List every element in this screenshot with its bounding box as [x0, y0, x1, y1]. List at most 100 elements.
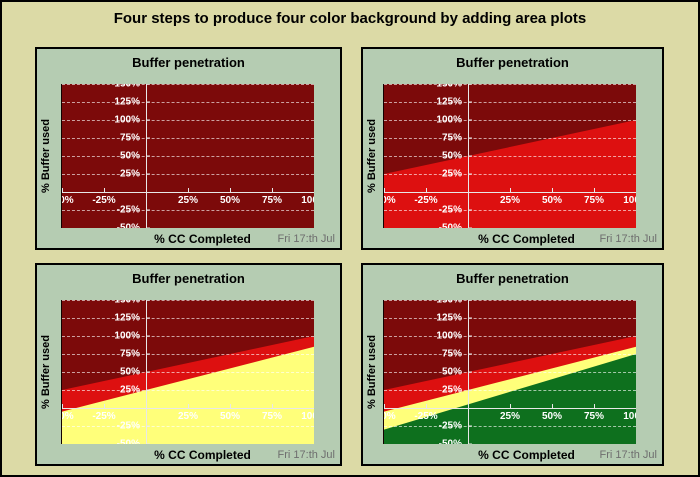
y-tick-mark: [468, 101, 472, 103]
chart-footer-date: Fri 17:th Jul: [599, 449, 657, 461]
y-tick-mark: [146, 84, 150, 85]
y-tick-label: 100%: [436, 114, 462, 126]
x-axis-title: % CC Completed: [478, 448, 575, 462]
green-zone-area: [384, 354, 636, 444]
y-tick-label: 150%: [436, 300, 462, 306]
x-tick-mark: [594, 188, 595, 192]
x-tick-mark: [384, 404, 385, 408]
y-tick-mark: [146, 371, 150, 373]
x-tick-mark: [62, 404, 63, 408]
gridline--25: [384, 426, 636, 427]
y-tick-label: 50%: [441, 150, 462, 162]
x-tick-label: -50%: [384, 195, 396, 206]
x-tick-mark: [104, 188, 105, 192]
chart-title: Buffer penetration: [132, 271, 245, 286]
x-tick-label: 25%: [499, 411, 521, 422]
x-tick-mark: [104, 404, 105, 408]
y-tick-mark: [468, 209, 472, 211]
x-tick-label: 25%: [177, 411, 199, 422]
x-zero-axis-line: [62, 191, 314, 193]
gridline-150: [384, 300, 636, 301]
y-tick-label: -50%: [438, 222, 462, 229]
y-tick-mark: [146, 353, 150, 355]
chart-panel-3: Buffer penetration % Buffer used 150% 125…: [35, 263, 342, 466]
y-tick-label: -50%: [116, 222, 140, 229]
y-tick-mark: [468, 335, 472, 337]
yellow-zone-area: [62, 346, 314, 444]
y-tick-label: 150%: [436, 84, 462, 90]
gridline-150: [62, 300, 314, 301]
gridline-25: [384, 390, 636, 391]
x-tick-mark: [552, 188, 553, 192]
plot-area: 150% 125% 100% 75% 50% 25% -25% -50% -50% -25% 25%…: [383, 300, 636, 444]
gridline-75: [62, 354, 314, 355]
y-axis-title: % Buffer used: [40, 119, 52, 193]
y-tick-label: 100%: [436, 330, 462, 342]
gridline--25: [62, 210, 314, 211]
x-tick-label: -50%: [384, 411, 396, 422]
x-zero-axis-line: [62, 407, 314, 409]
x-zero-axis-line: [384, 407, 636, 409]
y-tick-label: 50%: [119, 366, 140, 378]
y-tick-label: 25%: [119, 168, 140, 180]
y-tick-label: -50%: [116, 438, 140, 445]
gridline--25: [62, 426, 314, 427]
y-tick-label: 75%: [119, 132, 140, 144]
y-tick-label: 50%: [441, 366, 462, 378]
gridline-100: [62, 120, 314, 121]
y-tick-mark: [146, 155, 150, 157]
axis-caption-row: % CC Completed Fri 17:th Jul: [37, 232, 340, 248]
gridline-50: [62, 156, 314, 157]
y-tick-mark: [468, 353, 472, 355]
x-tick-mark: [230, 404, 231, 408]
y-tick-mark: [146, 317, 150, 319]
x-tick-label: 100%: [623, 411, 636, 422]
y-tick-mark: [468, 173, 472, 175]
gridline-25: [62, 390, 314, 391]
gridline-125: [384, 318, 636, 319]
x-tick-mark: [62, 188, 63, 192]
x-axis-title: % CC Completed: [154, 448, 251, 462]
y-tick-label: 100%: [114, 114, 140, 126]
x-tick-mark: [272, 188, 273, 192]
y-tick-label: 100%: [114, 330, 140, 342]
gridline-100: [384, 336, 636, 337]
chart-title: Buffer penetration: [456, 55, 569, 70]
y-tick-label: 125%: [436, 96, 462, 108]
x-tick-label: 50%: [541, 411, 563, 422]
x-tick-label: 50%: [219, 411, 241, 422]
x-tick-label: 25%: [499, 195, 521, 206]
x-tick-label: 100%: [301, 411, 314, 422]
x-tick-label: 50%: [541, 195, 563, 206]
y-tick-mark: [146, 300, 150, 301]
y-tick-mark: [468, 155, 472, 157]
plot-area: 150% 125% 100% 75% 50% 25% -25% -50% -50% -25% 25%…: [61, 300, 314, 444]
gridline-125: [384, 102, 636, 103]
x-tick-mark: [384, 188, 385, 192]
x-tick-mark: [230, 188, 231, 192]
x-tick-mark: [426, 404, 427, 408]
x-tick-mark: [510, 404, 511, 408]
gridline-100: [384, 120, 636, 121]
x-tick-label: -25%: [414, 195, 438, 206]
chart-footer-date: Fri 17:th Jul: [277, 233, 335, 245]
y-tick-label: -25%: [438, 420, 462, 432]
y-axis-title: % Buffer used: [40, 335, 52, 409]
chart-footer-date: Fri 17:th Jul: [599, 233, 657, 245]
x-tick-label: 75%: [261, 411, 283, 422]
y-axis-title: % Buffer used: [366, 119, 378, 193]
gridline-125: [62, 318, 314, 319]
x-tick-label: 100%: [623, 195, 636, 206]
y-tick-label: 25%: [441, 384, 462, 396]
x-tick-label: 100%: [301, 195, 314, 206]
chart-panel-4: Buffer penetration % Buffer used 150% 125…: [361, 263, 664, 466]
y-tick-label: 50%: [119, 150, 140, 162]
x-tick-mark: [188, 188, 189, 192]
x-tick-label: 75%: [583, 195, 605, 206]
x-tick-label: -25%: [92, 411, 116, 422]
x-tick-mark: [188, 404, 189, 408]
y-tick-label: 75%: [441, 348, 462, 360]
y-tick-mark: [468, 371, 472, 373]
gridline-25: [62, 174, 314, 175]
